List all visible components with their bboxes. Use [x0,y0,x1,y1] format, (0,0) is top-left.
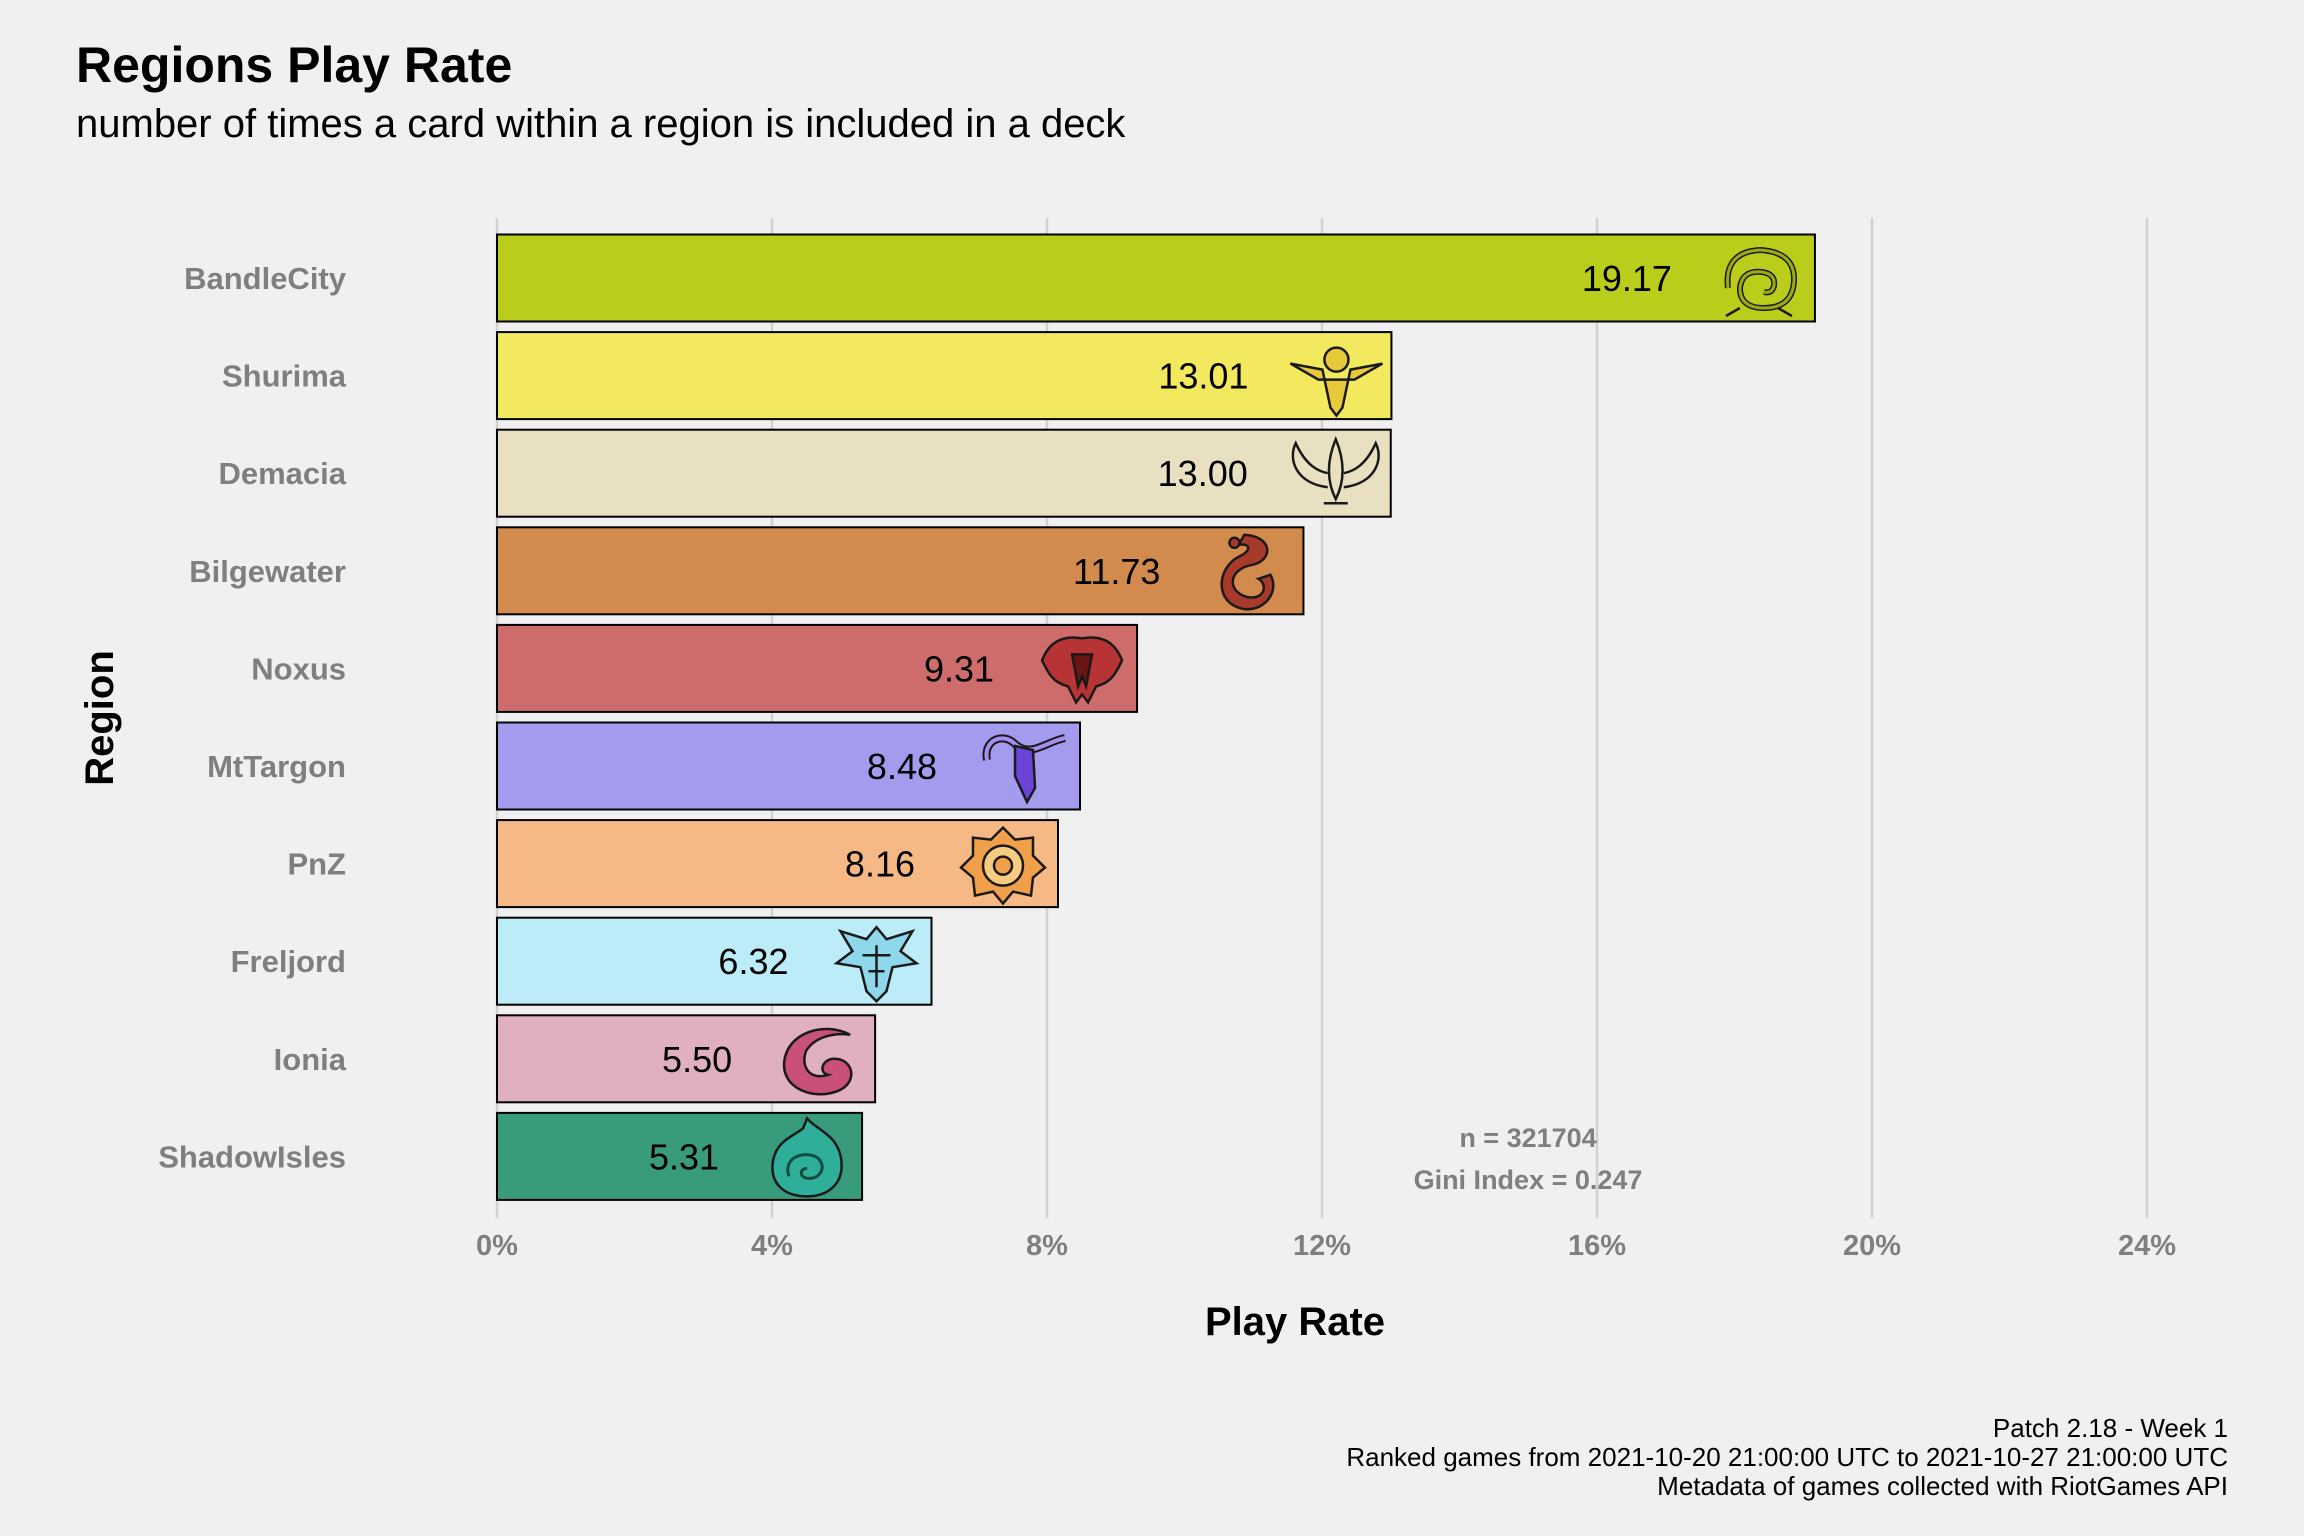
shurima-icon [1289,346,1384,418]
x-tick-label: 4% [751,1230,793,1262]
annotation-n: n = 321704 [1459,1123,1596,1153]
freljord-icon [833,925,920,1003]
chart-subtitle: number of times a card within a region i… [76,102,1126,146]
y-tick-label: Freljord [231,944,346,979]
ionia-icon [782,1027,853,1096]
bar-group-freljord: 6.32 [496,916,933,1006]
value-label: 5.31 [649,1136,719,1177]
bar-group-pnz: 8.16 [496,819,1059,909]
x-tick-label: 16% [1568,1230,1626,1262]
value-label: 11.73 [1073,551,1160,592]
chart-title: Regions Play Rate [76,37,513,93]
value-label: 5.50 [662,1039,732,1080]
bar-group-mttargon: 8.48 [496,721,1081,811]
value-label: 13.00 [1158,453,1248,494]
y-tick-label: Shurima [222,359,347,394]
caption: Patch 2.18 - Week 1 Ranked games from 20… [1346,1414,2228,1501]
bar-group-demacia: 13.00 [496,428,1392,518]
y-tick-label: Ionia [274,1042,347,1077]
bar-bilgewater [496,526,1305,616]
bar-demacia [496,428,1392,518]
value-label: 8.16 [845,844,915,885]
bar-shurima [496,331,1393,421]
y-tick-label: PnZ [287,847,346,882]
bandlecity-icon [1724,246,1797,318]
demacia-icon [1291,435,1380,505]
value-label: 8.48 [867,746,937,787]
caption-line-3: Metadata of games collected with RiotGam… [1657,1471,2228,1501]
bar-bandlecity [496,233,1816,323]
y-tick-label: BandleCity [184,261,347,296]
x-tick-label: 20% [1843,1230,1901,1262]
value-label: 19.17 [1582,258,1672,299]
y-tick-labels: BandleCity Shurima Demacia Bilgewater Noxus M… [158,261,347,1174]
bilgewater-icon [1220,533,1275,611]
caption-line-1: Patch 2.18 - Week 1 [1992,1413,2228,1443]
bar-group-noxus: 9.31 [496,623,1139,713]
y-tick-label: Bilgewater [189,554,346,589]
pnz-icon [959,825,1047,906]
y-tick-label: ShadowIsles [158,1139,346,1174]
y-axis-label: Region [78,650,122,786]
y-tick-label: Demacia [218,456,346,491]
y-tick-label: MtTargon [207,749,346,784]
y-tick-label: Noxus [251,651,346,686]
bar-group-shadowisles: 5.31 [496,1111,864,1201]
value-label: 6.32 [718,941,788,982]
x-tick-label: 24% [2118,1230,2176,1262]
annotation-gini: Gini Index = 0.247 [1414,1165,1643,1195]
shadowisles-icon [771,1115,843,1198]
x-tick-label: 0% [476,1230,518,1262]
value-label: 13.01 [1158,356,1248,397]
x-axis-label: Play Rate [1205,1300,1385,1344]
value-label: 9.31 [924,648,994,689]
bar-group-ionia: 5.50 [496,1014,877,1104]
bar-group-bandlecity: 19.17 [496,233,1816,323]
bar-noxus [496,623,1139,713]
bars: 19.17 13.01 13.00 11.73 9.31 8.48 8.16 6.32 5.50… [496,233,1816,1201]
caption-line-2: Ranked games from 2021-10-20 21:00:00 UT… [1346,1442,2228,1472]
bar-group-bilgewater: 11.73 [496,526,1305,616]
x-tick-label: 12% [1293,1230,1351,1262]
x-tick-labels: 0% 4% 8% 12% 16% 20% 24% [476,1230,2176,1262]
mttargon-icon [982,734,1066,805]
x-tick-label: 8% [1026,1230,1068,1262]
bar-mttargon [496,721,1081,811]
bar-group-shurima: 13.01 [496,331,1393,421]
noxus-icon [1040,636,1124,705]
